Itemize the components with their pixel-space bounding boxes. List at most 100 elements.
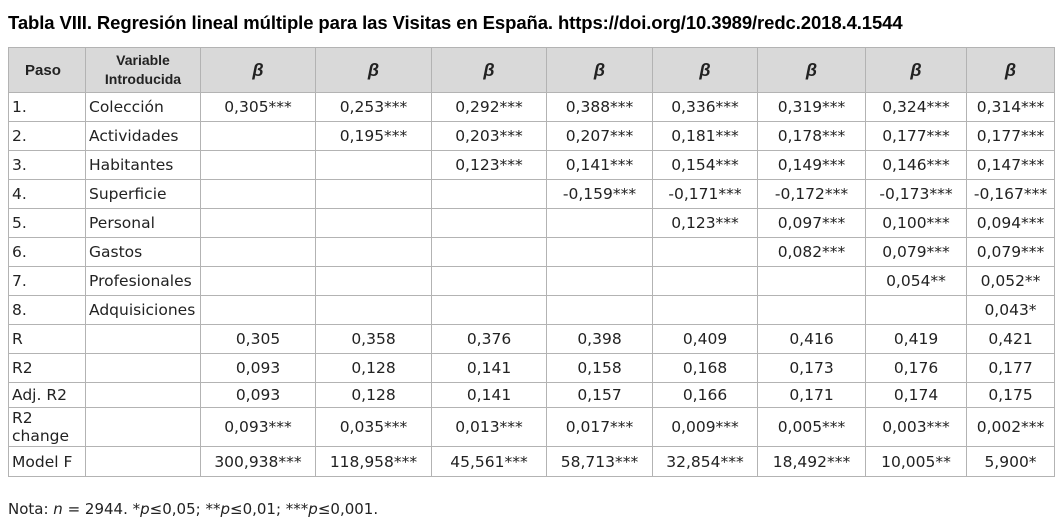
- row-value: [546, 295, 653, 325]
- row-value: [431, 208, 547, 238]
- row-value: [546, 208, 653, 238]
- row-value: [315, 237, 432, 267]
- row-variable: [85, 324, 201, 354]
- row-value: 0,416: [757, 324, 866, 354]
- row-value: 0,398: [546, 324, 653, 354]
- header-row: Paso Variable Introducida β β β β β β β …: [8, 47, 1055, 93]
- row-step: R2: [8, 353, 86, 383]
- row-value: [200, 150, 316, 180]
- note-threshold: ≤0,01; ***: [230, 500, 309, 518]
- row-value: 0,292***: [431, 92, 547, 122]
- row-value: 0,388***: [546, 92, 653, 122]
- row-value: 32,854***: [652, 446, 758, 477]
- row-value: [652, 295, 758, 325]
- header-beta: β: [757, 47, 866, 93]
- row-value: 0,157: [546, 382, 653, 408]
- row-value: 0,123***: [652, 208, 758, 238]
- row-step: Adj. R2: [8, 382, 86, 408]
- row-value: 0,253***: [315, 92, 432, 122]
- table-row: R 0,305 0,358 0,376 0,398 0,409 0,416 0,419 0,42…: [8, 324, 1055, 354]
- table-row: Model F 300,938*** 118,958*** 45,561*** 58,7…: [8, 446, 1055, 477]
- row-value: 0,146***: [865, 150, 967, 180]
- row-value: 0,005***: [757, 407, 866, 447]
- row-value: [431, 295, 547, 325]
- note-n-symbol: n: [53, 500, 63, 518]
- row-value: 0,003***: [865, 407, 967, 447]
- row-variable: Actividades: [85, 121, 201, 151]
- row-value: 0,054**: [865, 266, 967, 296]
- row-value: [757, 266, 866, 296]
- row-value: 0,154***: [652, 150, 758, 180]
- row-step: 7.: [8, 266, 86, 296]
- note-prefix: Nota:: [8, 500, 54, 518]
- row-value: 0,097***: [757, 208, 866, 238]
- row-value: 0,043*: [966, 295, 1055, 325]
- header-paso: Paso: [8, 47, 86, 93]
- row-value: 0,177: [966, 353, 1055, 383]
- row-step: 4.: [8, 179, 86, 209]
- row-value: [546, 266, 653, 296]
- row-value: 0,082***: [757, 237, 866, 267]
- row-value: -0,159***: [546, 179, 653, 209]
- row-value: 0,181***: [652, 121, 758, 151]
- row-value: 0,319***: [757, 92, 866, 122]
- row-value: [315, 179, 432, 209]
- row-step: 8.: [8, 295, 86, 325]
- row-value: 0,093: [200, 353, 316, 383]
- row-value: 0,128: [315, 382, 432, 408]
- header-beta: β: [315, 47, 432, 93]
- row-value: 0,013***: [431, 407, 547, 447]
- row-value: 0,093***: [200, 407, 316, 447]
- row-step: 6.: [8, 237, 86, 267]
- row-step: 2.: [8, 121, 86, 151]
- row-value: [200, 295, 316, 325]
- row-value: 0,166: [652, 382, 758, 408]
- header-variable-line1: Variable: [116, 52, 170, 68]
- row-value: [200, 121, 316, 151]
- row-value: 0,419: [865, 324, 967, 354]
- row-value: 0,141***: [546, 150, 653, 180]
- table-body: 1. Colección 0,305*** 0,253*** 0,292*** 0,388…: [8, 92, 1055, 477]
- note-threshold: ≤0,001.: [317, 500, 379, 518]
- row-value: 0,079***: [966, 237, 1055, 267]
- row-value: 0,175: [966, 382, 1055, 408]
- row-value: [200, 266, 316, 296]
- row-variable: [85, 407, 201, 447]
- table-row: 3. Habitantes 0,123*** 0,141*** 0,154*** 0,14…: [8, 150, 1055, 180]
- row-value: 0,409: [652, 324, 758, 354]
- row-value: 0,093: [200, 382, 316, 408]
- row-value: 0,421: [966, 324, 1055, 354]
- row-value: 0,168: [652, 353, 758, 383]
- row-step: R2 change: [8, 407, 86, 447]
- note-p-symbol: p: [140, 500, 150, 518]
- table-row: 8. Adquisiciones 0,043*: [8, 295, 1055, 325]
- row-value: [431, 179, 547, 209]
- header-beta: β: [431, 47, 547, 93]
- row-variable: Adquisiciones: [85, 295, 201, 325]
- row-value: 0,314***: [966, 92, 1055, 122]
- row-value: 0,305: [200, 324, 316, 354]
- row-value: -0,173***: [865, 179, 967, 209]
- header-beta: β: [200, 47, 316, 93]
- row-value: [431, 266, 547, 296]
- row-value: 0,002***: [966, 407, 1055, 447]
- table-row: 7. Profesionales 0,054** 0,052**: [8, 266, 1055, 296]
- table-note: Nota: n = 2944. *p≤0,05; **p≤0,01; ***p≤…: [8, 500, 378, 518]
- row-variable: [85, 353, 201, 383]
- row-value: 45,561***: [431, 446, 547, 477]
- row-value: 0,176: [865, 353, 967, 383]
- row-value: 0,336***: [652, 92, 758, 122]
- row-value: 0,141: [431, 353, 547, 383]
- row-value: -0,171***: [652, 179, 758, 209]
- row-step: Model F: [8, 446, 86, 477]
- row-value: 0,324***: [865, 92, 967, 122]
- table-row: Adj. R2 0,093 0,128 0,141 0,157 0,166 0,171 0,1…: [8, 382, 1055, 408]
- row-value: 0,123***: [431, 150, 547, 180]
- row-value: [315, 150, 432, 180]
- row-value: 0,100***: [865, 208, 967, 238]
- header-variable: Variable Introducida: [85, 47, 201, 93]
- row-value: 18,492***: [757, 446, 866, 477]
- note-p-symbol: p: [220, 500, 230, 518]
- row-variable: Habitantes: [85, 150, 201, 180]
- row-value: -0,167***: [966, 179, 1055, 209]
